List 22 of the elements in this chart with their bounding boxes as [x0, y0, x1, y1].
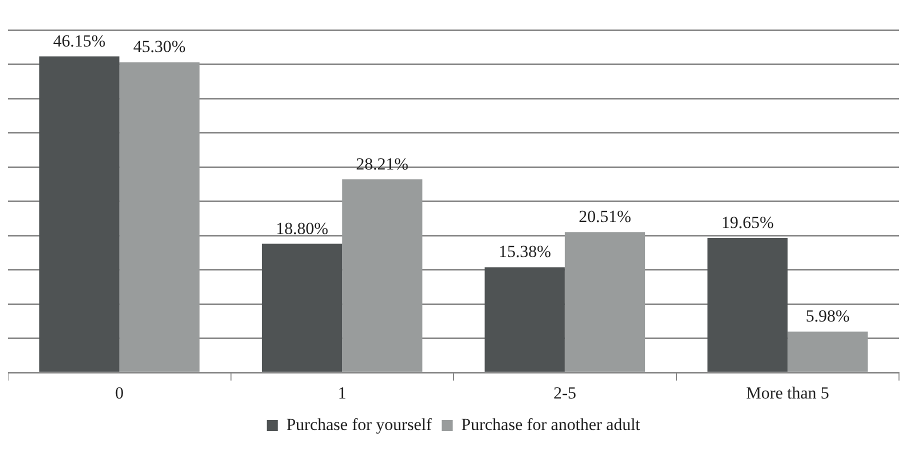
x-tick-label: More than 5 [746, 383, 830, 402]
data-label: 19.65% [721, 212, 774, 232]
data-label: 15.38% [498, 242, 551, 262]
bar [707, 238, 788, 372]
data-label: 18.80% [276, 218, 328, 238]
bar [119, 62, 200, 372]
bar [39, 56, 120, 372]
legend-label: Purchase for yourself [286, 414, 432, 434]
bar [262, 244, 342, 372]
bar [788, 332, 868, 372]
data-label: 28.21% [356, 154, 408, 174]
x-tick-label: 1 [338, 383, 346, 402]
x-tick-label: 2-5 [554, 383, 576, 402]
data-label: 5.98% [806, 306, 850, 326]
x-tick-label: 0 [115, 383, 124, 402]
bar [342, 179, 422, 372]
data-label: 45.30% [133, 37, 186, 56]
bar [484, 267, 565, 372]
data-label: 46.15% [53, 31, 106, 50]
legend-label: Purchase for another adult [461, 414, 640, 434]
data-label: 20.51% [578, 207, 632, 226]
bar [564, 232, 646, 372]
